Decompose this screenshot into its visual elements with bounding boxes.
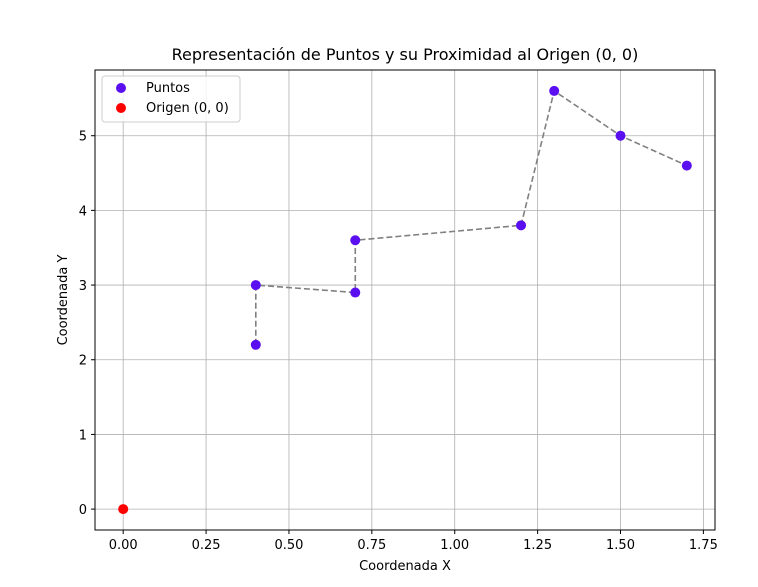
legend-label-origen: Origen (0, 0) <box>146 101 229 116</box>
point-marker <box>250 280 261 291</box>
chart-title: Representación de Puntos y su Proximidad… <box>172 45 639 64</box>
x-tick-label: 1.00 <box>440 538 469 553</box>
data-points <box>118 85 692 515</box>
point-marker <box>516 220 527 231</box>
plot-frame <box>94 69 716 531</box>
point-marker <box>681 160 692 171</box>
y-tick-label: 2 <box>79 354 87 369</box>
x-tick-label: 0.25 <box>192 538 221 553</box>
origin-marker <box>118 504 129 515</box>
point-marker <box>350 235 361 246</box>
y-axis-ticks: 0 1 2 3 4 5 <box>79 130 95 518</box>
x-tick-label: 0.00 <box>109 538 138 553</box>
connecting-path <box>255 89 688 345</box>
dashed-connector-line <box>255 89 688 345</box>
x-tick-label: 1.25 <box>523 538 552 553</box>
y-axis-label: Coordenada Y <box>56 255 71 346</box>
x-tick-label: 1.75 <box>689 538 718 553</box>
point-marker <box>549 85 560 96</box>
y-tick-label: 5 <box>79 130 87 145</box>
point-marker <box>350 287 361 298</box>
legend-marker-origen <box>116 103 126 113</box>
legend-label-puntos: Puntos <box>146 81 190 96</box>
point-marker <box>615 130 626 141</box>
x-axis-label: Coordenada X <box>359 559 451 574</box>
grid-lines <box>95 70 715 530</box>
x-tick-label: 0.50 <box>274 538 303 553</box>
y-tick-label: 4 <box>79 204 87 219</box>
point-marker <box>250 339 261 350</box>
y-tick-label: 1 <box>79 428 87 443</box>
x-tick-label: 0.75 <box>357 538 386 553</box>
legend-box <box>101 75 241 123</box>
y-tick-label: 3 <box>79 279 87 294</box>
x-tick-label: 1.50 <box>606 538 635 553</box>
x-axis-ticks: 0.00 0.25 0.50 0.75 1.00 1.25 1.50 1.75 <box>109 530 718 553</box>
legend-marker-puntos <box>116 83 126 93</box>
y-tick-label: 0 <box>79 503 87 518</box>
legend: Puntos Origen (0, 0) <box>101 75 241 123</box>
